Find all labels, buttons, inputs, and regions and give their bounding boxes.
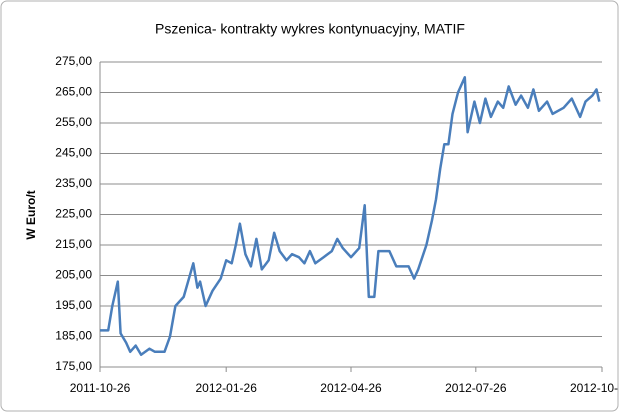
x-tick-label: 2012-07-26 xyxy=(445,381,507,395)
y-tick-label: 175,00 xyxy=(55,359,92,373)
x-tick-label: 2012-10- xyxy=(570,381,618,395)
y-axis-label: W Euro/t xyxy=(24,190,38,239)
chart-title: Pszenica- kontrakty wykres kontynuacyjny… xyxy=(155,21,465,37)
y-tick-label: 195,00 xyxy=(55,298,92,312)
y-tick-label: 275,00 xyxy=(55,54,92,68)
y-tick-label: 225,00 xyxy=(55,207,92,221)
y-tick-label: 265,00 xyxy=(55,85,92,99)
y-tick-label: 235,00 xyxy=(55,176,92,190)
x-tick-label: 2012-04-26 xyxy=(320,381,382,395)
y-tick-label: 255,00 xyxy=(55,115,92,129)
y-tick-label: 245,00 xyxy=(55,146,92,160)
x-tick-label: 2011-10-26 xyxy=(70,381,131,395)
series-line xyxy=(100,76,601,357)
y-tick-label: 185,00 xyxy=(55,329,92,343)
y-tick-label: 215,00 xyxy=(55,237,92,251)
y-tick-label: 205,00 xyxy=(55,268,92,282)
x-tick-label: 2012-01-26 xyxy=(195,381,257,395)
